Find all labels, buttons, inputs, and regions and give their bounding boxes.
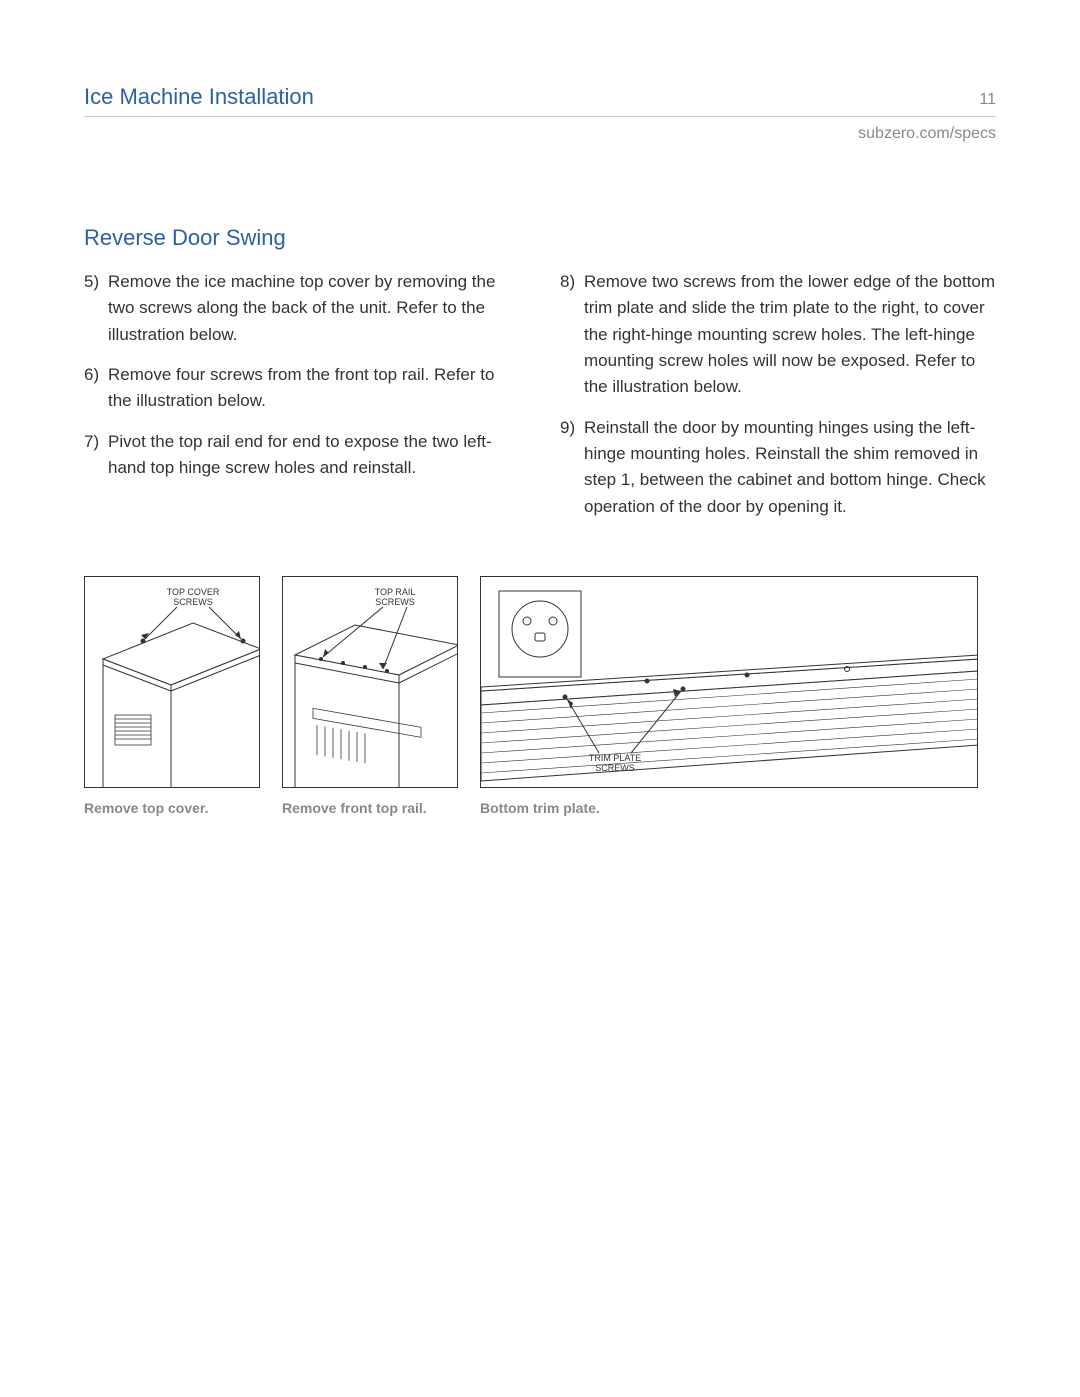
svg-text:SCREWS: SCREWS <box>173 597 213 607</box>
step-number: 7) <box>84 429 108 482</box>
step-8: 8) Remove two screws from the lower edge… <box>560 269 996 401</box>
figure-trim-plate-illustration: TRIM PLATE SCREWS <box>480 576 978 788</box>
step-text: Remove four screws from the front top ra… <box>108 362 520 415</box>
figure-caption: Bottom trim plate. <box>480 800 978 816</box>
header-title: Ice Machine Installation <box>84 84 314 110</box>
header-url: subzero.com/specs <box>84 125 996 143</box>
steps-right-col: 8) Remove two screws from the lower edge… <box>560 269 996 534</box>
step-7: 7) Pivot the top rail end for end to exp… <box>84 429 520 482</box>
figure-top-cover-illustration: TOP COVER SCREWS <box>84 576 260 788</box>
step-text: Remove the ice machine top cover by remo… <box>108 269 520 348</box>
step-text: Reinstall the door by mounting hinges us… <box>584 415 996 520</box>
step-text: Remove two screws from the lower edge of… <box>584 269 996 401</box>
figure-top-cover: TOP COVER SCREWS <box>84 576 260 816</box>
section-title: Reverse Door Swing <box>84 225 996 251</box>
svg-text:TRIM PLATE: TRIM PLATE <box>589 753 641 763</box>
step-5: 5) Remove the ice machine top cover by r… <box>84 269 520 348</box>
step-9: 9) Reinstall the door by mounting hinges… <box>560 415 996 520</box>
page-number: 11 <box>979 91 996 109</box>
steps-columns: 5) Remove the ice machine top cover by r… <box>84 269 996 534</box>
svg-text:SCREWS: SCREWS <box>375 597 415 607</box>
step-number: 8) <box>560 269 584 401</box>
figures-row: TOP COVER SCREWS <box>84 576 996 816</box>
step-6: 6) Remove four screws from the front top… <box>84 362 520 415</box>
step-text: Pivot the top rail end for end to expose… <box>108 429 520 482</box>
step-number: 6) <box>84 362 108 415</box>
steps-left-col: 5) Remove the ice machine top cover by r… <box>84 269 520 534</box>
figure-top-rail: TOP RAIL SCREWS <box>282 576 458 816</box>
figure-caption: Remove top cover. <box>84 800 260 816</box>
svg-text:SCREWS: SCREWS <box>595 763 635 773</box>
figure-trim-plate: TRIM PLATE SCREWS Bottom trim plate. <box>480 576 978 816</box>
svg-text:TOP COVER: TOP COVER <box>167 587 220 597</box>
svg-text:TOP RAIL: TOP RAIL <box>375 587 416 597</box>
step-number: 5) <box>84 269 108 348</box>
step-number: 9) <box>560 415 584 520</box>
page-header: Ice Machine Installation 11 <box>84 84 996 117</box>
figure-caption: Remove front top rail. <box>282 800 458 816</box>
figure-top-rail-illustration: TOP RAIL SCREWS <box>282 576 458 788</box>
